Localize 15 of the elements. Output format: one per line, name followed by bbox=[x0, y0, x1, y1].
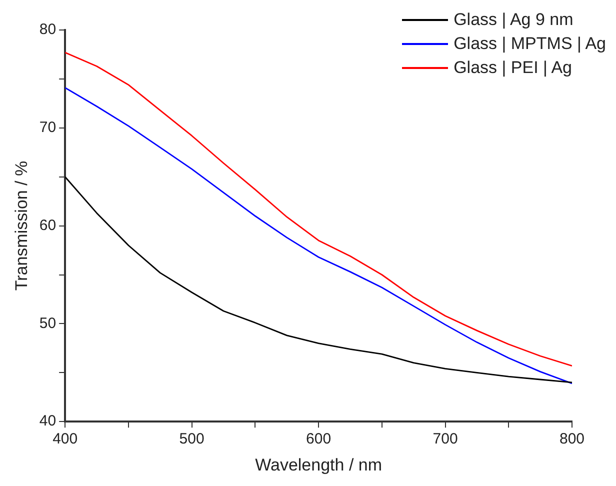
y-tick-label: 50 bbox=[39, 314, 56, 332]
x-tick-label: 600 bbox=[306, 430, 332, 448]
x-tick-label: 500 bbox=[179, 430, 204, 448]
y-tick-label: 60 bbox=[39, 216, 56, 234]
y-tick-label: 80 bbox=[39, 21, 56, 38]
y-tick-label: 40 bbox=[39, 412, 56, 430]
y-axis-title: Transmission / % bbox=[12, 160, 31, 291]
legend-label: Glass | PEI | Ag bbox=[454, 58, 572, 78]
legend-label: Glass | Ag 9 nm bbox=[454, 10, 574, 30]
x-tick-label: 800 bbox=[559, 430, 585, 448]
x-tick-label: 400 bbox=[52, 430, 78, 448]
x-tick-label: 700 bbox=[432, 430, 458, 448]
y-tick-label: 70 bbox=[39, 119, 56, 136]
legend-label: Glass | MPTMS | Ag bbox=[454, 34, 606, 54]
x-axis-title: Wavelength / nm bbox=[255, 455, 382, 474]
